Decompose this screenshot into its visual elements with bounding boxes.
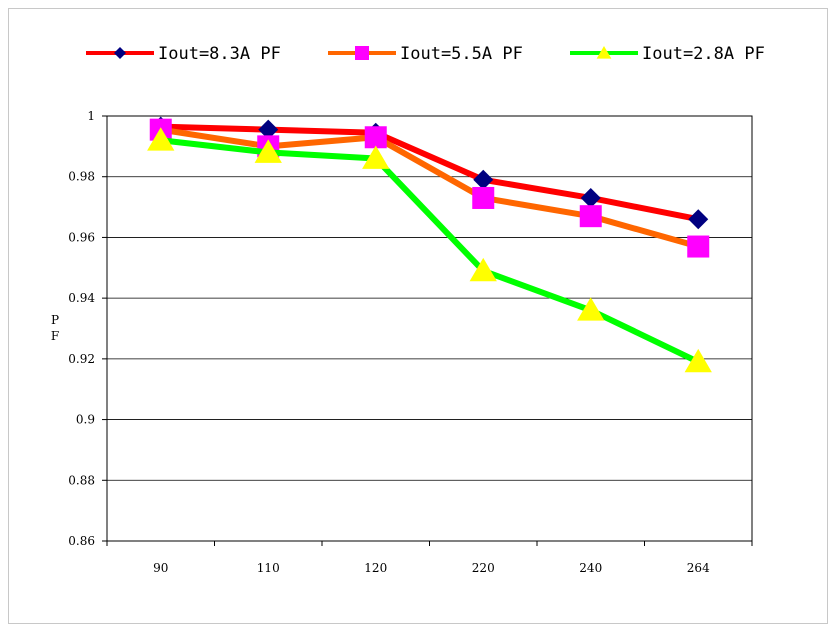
legend-item-3: Iout=2.8A PF xyxy=(570,44,765,64)
x-tick-label: 110 xyxy=(257,561,280,575)
x-tick-label: 90 xyxy=(153,561,168,575)
data-point xyxy=(147,127,175,151)
x-tick-label: 264 xyxy=(687,561,710,575)
data-point xyxy=(469,257,497,282)
x-tick-label: 220 xyxy=(472,561,495,575)
legend-label: Iout=8.3A PF xyxy=(158,44,281,64)
data-point xyxy=(688,209,709,230)
series-line xyxy=(160,137,700,365)
legend-label: Iout=5.5A PF xyxy=(400,44,523,64)
data-point xyxy=(254,139,282,163)
y-axis: 0.86 0.88 0.9 0.92 0.94 0.96 0.98 1 xyxy=(68,109,107,548)
series-group xyxy=(147,116,712,373)
data-point xyxy=(580,187,601,208)
y-tick-label: 1 xyxy=(87,109,95,123)
plot-area xyxy=(106,115,753,542)
legend-item-2: Iout=5.5A PF xyxy=(328,44,523,64)
series-3 xyxy=(147,127,712,373)
legend-marker xyxy=(114,47,126,59)
data-point xyxy=(579,205,602,228)
x-tick-label: 120 xyxy=(364,561,387,575)
y-tick-label: 0.98 xyxy=(68,170,95,184)
legend: Iout=8.3A PF Iout=5.5A PF Iout=2.8A PF xyxy=(86,44,765,64)
series-line xyxy=(160,123,699,223)
data-point xyxy=(577,297,605,321)
y-tick-label: 0.92 xyxy=(68,352,95,366)
y-tick-label: 0.96 xyxy=(68,230,95,244)
data-point xyxy=(362,145,390,169)
legend-label: Iout=2.8A PF xyxy=(642,44,765,64)
data-point xyxy=(472,186,495,209)
data-point xyxy=(687,235,710,258)
data-point xyxy=(684,348,712,373)
legend-item-1: Iout=8.3A PF xyxy=(86,44,281,64)
legend-marker xyxy=(355,46,369,60)
legend-marker xyxy=(596,46,612,59)
y-tick-label: 0.94 xyxy=(68,291,95,305)
x-axis: 90 110 120 220 240 264 xyxy=(106,541,753,575)
data-point xyxy=(258,119,279,140)
y-tick-label: 0.9 xyxy=(76,413,95,427)
data-point xyxy=(473,169,494,190)
y-tick-label: 0.88 xyxy=(68,473,95,487)
data-point xyxy=(364,126,387,149)
plot-border xyxy=(106,115,753,542)
series-line xyxy=(160,126,700,250)
x-tick-label: 240 xyxy=(579,561,602,575)
y-tick-label: 0.86 xyxy=(68,534,95,548)
